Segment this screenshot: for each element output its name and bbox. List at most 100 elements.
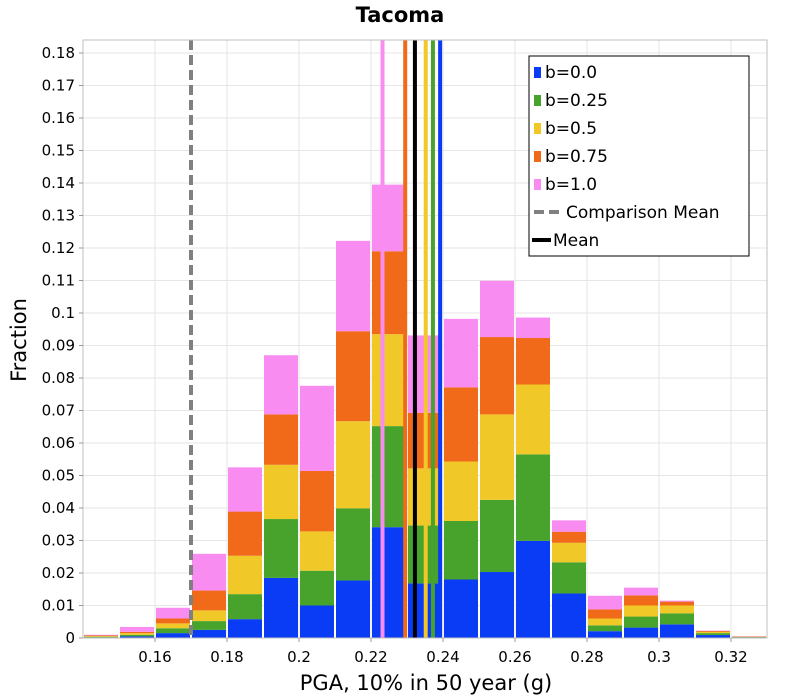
bar-segment (588, 609, 622, 619)
bar-segment (228, 594, 262, 620)
bar-segment (480, 337, 514, 415)
bar-segment (480, 280, 514, 338)
bar-segment (696, 633, 730, 636)
bar-segment (624, 627, 658, 638)
bar-segment (192, 629, 226, 638)
legend-swatch (534, 179, 541, 190)
bar-segment (300, 385, 334, 471)
y-tick-label: 0.11 (42, 272, 75, 290)
y-tick-label: 0 (65, 629, 75, 647)
bar-segment (516, 317, 550, 339)
bar-segment (552, 520, 586, 532)
bar-segment (660, 601, 694, 606)
bar-segment (192, 590, 226, 611)
bar-segment (372, 334, 406, 427)
bar-segment (120, 626, 154, 632)
legend: b=0.0 b=0.25 b=0.5 b=0.75 b=1.0 Comparison Me… (528, 55, 750, 257)
bar-segment (84, 634, 118, 636)
bar-segment (264, 577, 298, 638)
legend-label: Comparison Mean (566, 203, 720, 223)
y-tick-label: 0.05 (42, 467, 75, 485)
bar-segment (156, 607, 190, 619)
x-tick-label: 0.3 (647, 648, 671, 666)
y-tick-label: 0.14 (42, 174, 75, 192)
bar-segment (444, 318, 478, 388)
bar-segment (156, 623, 190, 629)
bar-segment (480, 414, 514, 500)
legend-swatch (534, 123, 541, 134)
x-tick-labels: 0.16 0.18 0.2 0.22 0.24 0.26 0.28 0.3 0.32 (138, 638, 748, 666)
bar-segment (624, 595, 658, 606)
bar-segment (444, 579, 478, 638)
y-tick-label: 0.09 (42, 337, 75, 355)
bar-segment (120, 631, 154, 634)
bar-segment (192, 553, 226, 591)
bar-segment (336, 580, 370, 638)
bar-segment (660, 605, 694, 614)
legend-swatch (534, 151, 541, 162)
y-tick-label: 0.1 (51, 304, 75, 322)
bar-segment (660, 600, 694, 602)
legend-swatch (534, 95, 541, 106)
bar-segment (372, 527, 406, 638)
y-tick-label: 0.15 (42, 142, 75, 160)
bar-segment (156, 633, 190, 638)
bar-segment (516, 540, 550, 638)
bar-segment (480, 572, 514, 638)
bar-segment (120, 636, 154, 638)
bar-segment (192, 621, 226, 630)
y-tick-label: 0.06 (42, 434, 75, 452)
bar-segment (696, 631, 730, 634)
bar-segment (228, 619, 262, 638)
bar-segment (336, 421, 370, 509)
bar-segment (84, 636, 118, 637)
bar-segment (588, 595, 622, 610)
legend-box (528, 55, 750, 257)
y-tick-label: 0.01 (42, 597, 75, 615)
y-tick-label: 0.13 (42, 207, 75, 225)
bar-segment (156, 628, 190, 634)
x-tick-label: 0.2 (287, 648, 311, 666)
bar-segment (84, 636, 118, 638)
bar-segment (588, 625, 622, 632)
legend-label: b=0.0 (545, 63, 597, 83)
legend-swatch (534, 67, 541, 78)
bar-segment (660, 613, 694, 625)
bar-segment (516, 454, 550, 541)
bar-segment (552, 542, 586, 563)
axes (82, 39, 768, 639)
bar-segment (300, 531, 334, 571)
bar-segment (264, 414, 298, 465)
bar-segment (588, 618, 622, 626)
x-tick-label: 0.24 (426, 648, 459, 666)
bar-segment (156, 618, 190, 624)
y-axis-label: Fraction (7, 298, 31, 382)
bar-segment (264, 355, 298, 415)
bar-segment (300, 470, 334, 532)
bar-segment (660, 624, 694, 638)
y-tick-label: 0.07 (42, 402, 75, 420)
x-tick-label: 0.16 (138, 648, 171, 666)
bar-segment (264, 519, 298, 578)
bar-segment (552, 593, 586, 638)
bar-segment (444, 461, 478, 521)
bar-segment (516, 384, 550, 455)
bar-segment (336, 331, 370, 422)
bar-segment (228, 511, 262, 556)
y-tick-labels: 0 0.01 0.02 0.03 0.04 0.05 0.06 0.07 0.08 0.09 0.1… (42, 44, 83, 647)
y-tick-label: 0.12 (42, 239, 75, 257)
x-axis-label: PGA, 10% in 50 year (g) (300, 671, 552, 695)
x-tick-label: 0.32 (714, 648, 747, 666)
legend-label: b=1.0 (545, 175, 597, 195)
y-tick-label: 0.18 (42, 44, 75, 62)
bar-segment (552, 531, 586, 543)
bar-segment (336, 240, 370, 332)
bar-segment (228, 555, 262, 595)
bar-segment (372, 184, 406, 252)
x-tick-label: 0.18 (210, 648, 243, 666)
y-tick-label: 0.02 (42, 564, 75, 582)
legend-label: b=0.75 (545, 147, 608, 167)
bar-segment (480, 499, 514, 573)
legend-label: b=0.25 (545, 91, 608, 111)
x-tick-label: 0.28 (570, 648, 603, 666)
